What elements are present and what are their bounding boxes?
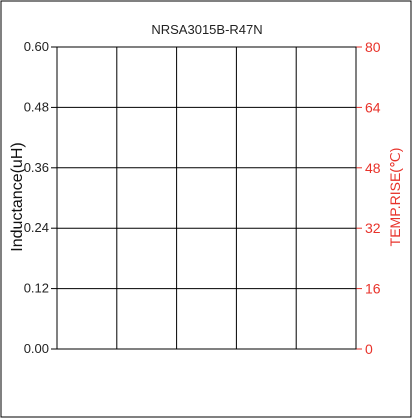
y-tick-label: 0.60 <box>24 39 49 54</box>
y2-tick-label: 0 <box>365 341 373 357</box>
y2-tick-label: 64 <box>365 99 381 115</box>
y2-tick-label: 32 <box>365 220 381 236</box>
y-axis-label: Inductance(uH) <box>9 142 26 251</box>
y2-tick-label: 16 <box>365 281 381 297</box>
y-tick-label: 0.48 <box>24 99 49 114</box>
chart-title: NRSA3015B-R47N <box>151 22 262 37</box>
grid <box>57 47 356 349</box>
y-tick-label: 0.12 <box>24 281 49 296</box>
y-tick-label: 0.24 <box>24 220 49 235</box>
y-axis-ticks: 0.00 0.12 0.24 0.36 0.48 0.60 <box>24 39 57 356</box>
y2-tick-label: 80 <box>365 39 381 55</box>
plot-area <box>56 46 357 350</box>
y2-tick-label: 48 <box>365 160 381 176</box>
y-tick-label: 0.00 <box>24 341 49 356</box>
y2-axis-label: TEMP.RISE(℃) <box>387 148 403 247</box>
y-tick-label: 0.36 <box>24 160 49 175</box>
